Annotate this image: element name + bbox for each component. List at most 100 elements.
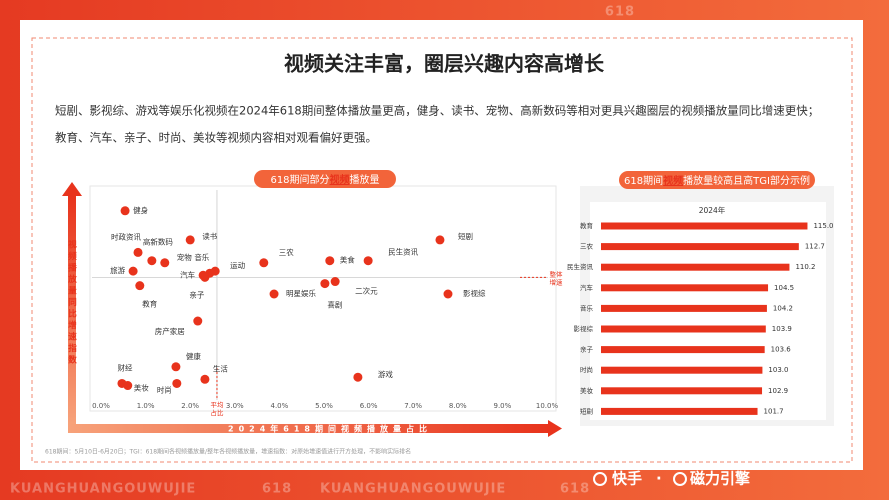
chart-title-part: 播放量 — [350, 173, 380, 186]
dashed-frame — [31, 37, 853, 463]
reference-label: 整体 — [550, 269, 564, 278]
point-label: 三农 — [279, 247, 294, 257]
x-tick-label: 1.0% — [137, 402, 155, 410]
y-arrow-head — [62, 182, 82, 196]
x-tick-label: 10.0% — [536, 402, 559, 410]
x-arrow — [68, 424, 548, 433]
bar — [601, 387, 763, 395]
scatter-point — [353, 372, 363, 382]
scatter-point — [120, 206, 130, 216]
scatter-point — [259, 258, 269, 268]
category-label: 美妆 — [580, 386, 594, 395]
value-label: 115.0 — [813, 222, 833, 230]
scatter-point — [128, 266, 138, 276]
value-label: 103.9 — [772, 325, 792, 333]
scatter-point — [200, 272, 210, 282]
y-arrow — [68, 196, 76, 424]
scatter-point — [171, 362, 181, 372]
x-tick-label: 6.0% — [360, 402, 378, 410]
point-label: 健身 — [133, 205, 148, 215]
brand-cili: 磁力引擎 — [690, 470, 750, 488]
bar — [601, 366, 763, 374]
bar — [601, 222, 808, 230]
chart-title-pill — [254, 170, 396, 188]
x-tick-label: 2.0% — [181, 402, 199, 410]
watermark: KUANGHUANGOUWUJIE — [320, 482, 506, 497]
scatter-point — [185, 235, 195, 245]
scatter-point — [172, 378, 182, 388]
brand-kuaishou: 快手 — [612, 470, 642, 488]
scatter-panel — [89, 185, 557, 412]
category-label: 教育 — [580, 221, 594, 230]
x-tick-label: 3.0% — [226, 402, 244, 410]
reference-label: 平均 — [210, 400, 224, 409]
category-label: 民生资讯 — [567, 262, 594, 271]
point-label: 房产家居 — [155, 326, 185, 336]
value-label: 112.7 — [805, 243, 825, 251]
chart-title: 618期间视频播放量较高且高TGI部分示例 — [624, 174, 810, 187]
category-label: 三农 — [580, 242, 594, 251]
chart-title-pill — [619, 171, 815, 189]
footnote: 618期间：5月10日-6月20日；TGI：618期间各视频播放量/整年各视频播… — [45, 448, 411, 456]
point-label: 影视综 — [463, 288, 486, 298]
point-label: 美妆 — [134, 383, 149, 393]
watermark: 618 — [262, 482, 292, 497]
category-label: 音乐 — [580, 303, 594, 312]
scatter-point — [443, 289, 453, 299]
chart-title-part: 视频 — [663, 174, 683, 187]
description: 短剧、影视综、游戏等娱乐化视频在2024年618期间整体播放量更高，健身、读书、… — [55, 104, 819, 118]
scatter-point — [193, 316, 203, 326]
point-label: 二次元 — [355, 286, 378, 296]
scatter-point — [135, 281, 145, 291]
chart-title-part: 播放量较高且高TGI部分示例 — [683, 174, 810, 187]
description: 教育、汽车、亲子、时尚、美妆等视频内容相对观看偏好更强。 — [55, 131, 377, 145]
scatter-point — [133, 247, 143, 257]
x-tick-label: 5.0% — [315, 402, 333, 410]
point-label: 亲子 — [189, 289, 204, 299]
point-label: 美食 — [340, 255, 355, 265]
point-label: 游戏 — [378, 369, 393, 379]
point-label: 时尚 — [157, 384, 172, 394]
category-label: 汽车 — [580, 283, 594, 292]
value-label: 104.2 — [773, 304, 793, 312]
point-label: 民生资讯 — [388, 247, 418, 257]
bar-subtitle: 2024年 — [699, 205, 726, 215]
chart-title-part: 618期间部分 — [270, 173, 329, 186]
watermark: KUANGHUANGOUWUJIE — [10, 482, 196, 497]
x-arrow-head — [548, 420, 562, 437]
scatter-point — [269, 289, 279, 299]
scatter-point — [363, 256, 373, 266]
bar — [601, 304, 767, 312]
x-tick-label: 4.0% — [271, 402, 289, 410]
x-tick-label: 0.0% — [92, 402, 110, 410]
point-label: 音乐 — [194, 252, 209, 262]
brand-separator: · — [656, 470, 662, 488]
scatter-point — [330, 277, 340, 287]
scatter-point — [435, 235, 445, 245]
point-label: 短剧 — [458, 231, 473, 241]
scatter-point — [123, 381, 133, 391]
bar — [601, 284, 769, 292]
point-label: 汽车 — [180, 269, 195, 279]
value-label: 103.0 — [768, 366, 788, 374]
point-label: 读书 — [202, 231, 217, 241]
cili-logo — [673, 472, 687, 486]
x-tick-label: 7.0% — [404, 402, 422, 410]
point-label: 健康 — [186, 351, 201, 361]
title: 视频关注丰富，圈层兴趣内容高增长 — [284, 52, 605, 76]
category-label: 短剧 — [580, 406, 593, 415]
watermark: 618 — [605, 5, 635, 20]
x-tick-label: 8.0% — [449, 402, 467, 410]
point-label: 喜剧 — [327, 300, 342, 310]
scatter-point — [160, 258, 170, 268]
value-label: 104.5 — [774, 284, 794, 292]
y-axis-label: 视频播放量同比增速指数 — [67, 239, 78, 366]
point-label: 明星娱乐 — [286, 288, 316, 298]
bar — [601, 243, 799, 251]
scatter-point — [325, 256, 335, 266]
value-label: 102.9 — [768, 387, 788, 395]
reference-label: 增速 — [550, 277, 564, 286]
point-label: 生活 — [213, 363, 228, 373]
